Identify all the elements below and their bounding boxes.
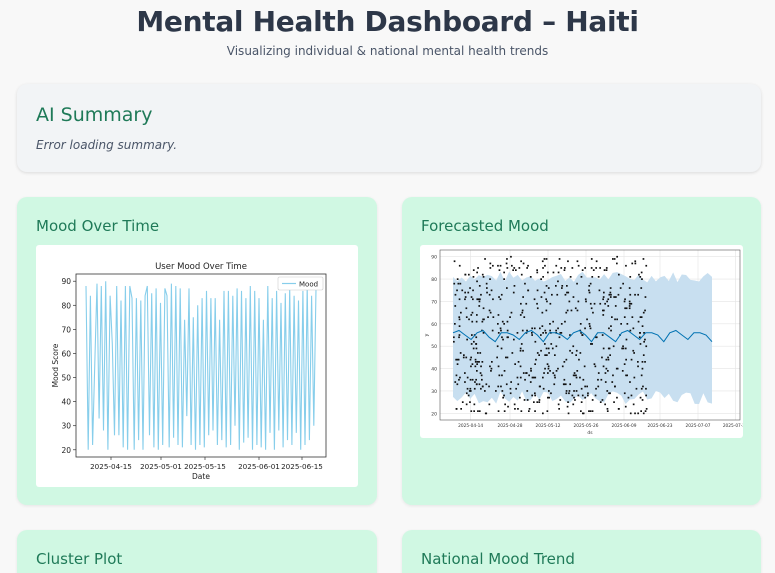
svg-text:30: 30	[61, 422, 71, 431]
chart-title: User Mood Over Time	[155, 262, 247, 272]
page-title: Mental Health Dashboard – Haiti	[136, 5, 639, 38]
svg-text:90: 90	[431, 255, 437, 261]
svg-text:ds: ds	[587, 430, 593, 436]
svg-text:50: 50	[61, 374, 71, 383]
svg-text:2025-06-23: 2025-06-23	[648, 423, 673, 429]
svg-text:2025-04-28: 2025-04-28	[498, 423, 523, 429]
observed-points	[453, 255, 648, 415]
ai-summary-title: AI Summary	[36, 104, 153, 126]
svg-text:2025-07-21: 2025-07-21	[723, 423, 743, 429]
svg-text:20: 20	[431, 411, 437, 417]
mood-line-chart: User Mood Over Time 20 30 40 50 60 70 80 90 2025-…	[51, 262, 327, 481]
svg-text:2025-07-07: 2025-07-07	[686, 423, 711, 429]
ai-summary-card: AI Summary Error loading summary.	[17, 84, 761, 172]
svg-text:50: 50	[431, 344, 437, 350]
mood-over-time-card: Mood Over Time User Mood Over Time 20 30 40…	[17, 197, 377, 505]
mood-line	[85, 281, 317, 450]
svg-text:40: 40	[431, 367, 437, 373]
national-mood-trend-card: National Mood Trend	[402, 530, 761, 573]
cluster-plot-card: Cluster Plot	[17, 530, 377, 573]
svg-text:Mood: Mood	[299, 281, 318, 289]
svg-text:90: 90	[61, 277, 71, 286]
svg-text:2025-05-12: 2025-05-12	[536, 423, 561, 429]
svg-text:80: 80	[431, 277, 437, 283]
svg-text:30: 30	[431, 389, 437, 395]
mood-over-time-title: Mood Over Time	[36, 217, 160, 235]
svg-text:60: 60	[431, 322, 437, 328]
svg-text:2025-04-14: 2025-04-14	[458, 423, 483, 429]
svg-text:20: 20	[61, 446, 71, 455]
chart-legend: Mood	[277, 276, 324, 291]
cluster-plot-title: Cluster Plot	[36, 550, 123, 568]
mood-over-time-chart: User Mood Over Time 20 30 40 50 60 70 80 90 2025-…	[36, 245, 358, 487]
svg-text:2025-06-01: 2025-06-01	[238, 462, 280, 471]
svg-text:80: 80	[61, 301, 71, 310]
forecasted-mood-chart: 20 30 40 50 60 70 80 90 2025-04-14 2025-04-28 2025…	[420, 245, 748, 438]
svg-text:2025-05-15: 2025-05-15	[184, 462, 226, 471]
svg-text:40: 40	[61, 398, 71, 407]
page-subtitle: Visualizing individual & national mental…	[226, 44, 549, 58]
forecast-line	[452, 329, 713, 343]
svg-text:Date: Date	[192, 472, 210, 481]
svg-text:2025-06-15: 2025-06-15	[281, 462, 323, 471]
ai-summary-text: Error loading summary.	[36, 138, 178, 152]
svg-text:2025-06-09: 2025-06-09	[612, 423, 637, 429]
forecasted-mood-title: Forecasted Mood	[421, 217, 549, 235]
forecasted-mood-card: Forecasted Mood 20 30 40 50 60 70 80 90 2025-04-…	[402, 197, 761, 505]
svg-text:2025-05-26: 2025-05-26	[574, 423, 599, 429]
forecast-interval	[453, 271, 712, 405]
svg-text:Mood Score: Mood Score	[51, 343, 60, 387]
svg-text:2025-05-01: 2025-05-01	[140, 462, 182, 471]
svg-text:60: 60	[61, 349, 71, 358]
page-header: Mental Health Dashboard – Haiti Visualiz…	[0, 0, 775, 58]
svg-text:70: 70	[431, 299, 437, 305]
svg-text:y: y	[424, 333, 430, 336]
svg-text:2025-04-15: 2025-04-15	[90, 462, 132, 471]
svg-text:70: 70	[61, 325, 71, 334]
national-mood-trend-title: National Mood Trend	[421, 550, 575, 568]
forecast-chart: 20 30 40 50 60 70 80 90 2025-04-14 2025-04-28 2025…	[424, 249, 748, 436]
